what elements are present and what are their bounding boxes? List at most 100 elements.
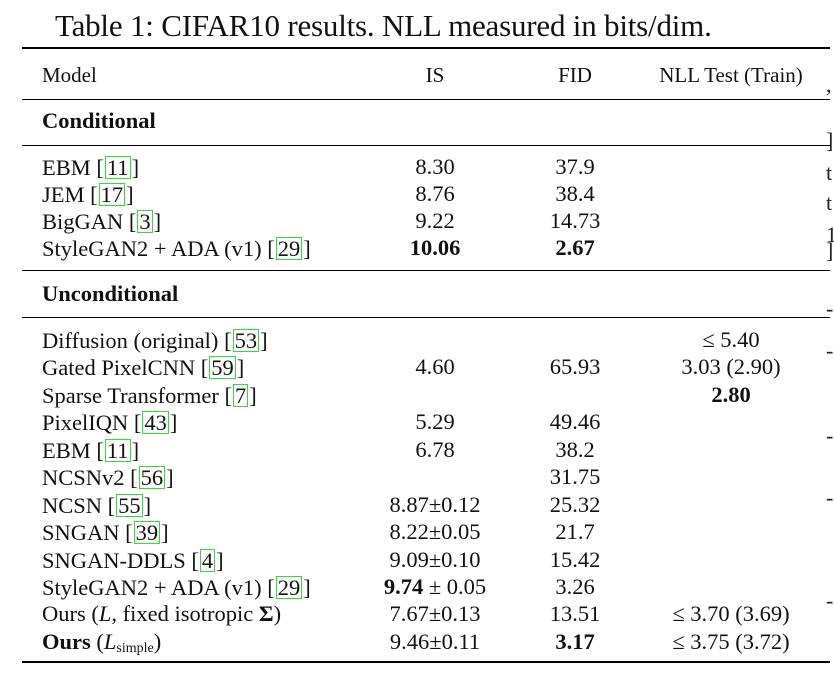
citation-link[interactable]: 4 [199,548,216,573]
is-value-best: 9.74 [383,574,424,599]
row-model-name: StyleGAN2 + ADA (v1) [29] [42,575,311,600]
citation-link[interactable]: 43 [142,410,169,435]
model-label: NCSNv2 [42,465,125,490]
col-header-is: IS [425,63,445,87]
citation-link[interactable]: 56 [138,465,166,490]
name-part: , fixed isotropic [111,601,259,626]
model-label: Sparse Transformer [42,383,219,408]
is-value-best: 10.06 [409,235,461,260]
is-value: 9.74 ± 0.05 [383,574,487,599]
fid-value: 49.46 [549,409,601,434]
name-part: ( [90,629,104,654]
row-model-name: NCSN [55] [42,493,152,518]
row-model-name: JEM [17] [42,182,134,207]
is-value: 8.76 [415,181,455,206]
nll-value: 3.03 (2.90) [681,354,781,379]
is-value: 9.46±0.11 [389,629,481,654]
fid-value: 38.2 [555,437,595,462]
is-value: 8.22±0.05 [389,519,481,544]
top-rule [22,47,830,49]
model-label: Gated PixelCNN [42,355,196,380]
fid-value: 21.7 [555,519,595,544]
is-value: 6.78 [415,437,455,462]
model-label: SNGAN [42,520,120,545]
row-model-name: EBM [11] [42,438,140,463]
row-model-name: PixelIQN [43] [42,410,178,435]
is-value-std: ± 0.05 [423,574,487,599]
model-label: EBM [42,438,91,463]
nll-value: ≤ 5.40 [702,327,760,352]
unconditional-rule [22,317,830,318]
fid-value: 3.26 [555,574,595,599]
is-value: 5.29 [415,409,455,434]
fid-value: 14.73 [549,208,601,233]
edge-glyph: ] [826,238,834,263]
edge-glyph: , [826,72,832,97]
fid-value: 15.42 [549,547,601,572]
model-label: Diffusion (original) [42,328,219,353]
citation-link[interactable]: 3 [137,209,153,234]
col-header-model: Model [42,63,97,87]
row-model-name: Gated PixelCNN [59] [42,355,245,380]
nll-value: ≤ 3.75 (3.72) [672,629,790,654]
model-label: PixelIQN [42,410,129,435]
nll-value-best: 2.80 [711,382,751,407]
edge-glyph: t [826,160,833,185]
model-label: StyleGAN2 + ADA (v1) [42,575,262,600]
model-label: NCSN [42,493,103,518]
loss-symbol: L [98,601,112,626]
is-value: 7.67±0.13 [389,601,481,626]
is-value: 8.30 [415,154,455,179]
edge-glyph: t [826,190,833,215]
row-model-name: BigGAN [3] [42,209,162,234]
model-label: JEM [42,182,85,207]
fid-value-best: 3.17 [555,629,595,654]
is-value: 4.60 [415,354,455,379]
citation-link[interactable]: 29 [275,236,303,261]
fid-value-best: 2.67 [555,235,595,260]
model-label: BigGAN [42,209,124,234]
col-header-fid: FID [558,63,592,87]
edge-glyph: - [826,296,834,321]
col-header-nll: NLL Test (Train) [659,63,803,87]
model-label: EBM [42,155,91,180]
name-part: ) [273,601,282,626]
row-model-name: StyleGAN2 + ADA (v1) [29] [42,236,311,261]
loss-symbol: L [103,629,117,654]
edge-glyph: 1 [826,222,834,247]
row-model-name: Diffusion (original) [53] [42,328,268,353]
row-model-name: SNGAN-DDLS [4] [42,548,224,573]
fid-value: 37.9 [555,154,595,179]
edge-glyph: - [826,588,834,613]
citation-link[interactable]: 39 [133,520,161,545]
citation-link[interactable]: 59 [209,355,236,380]
fid-value: 38.4 [555,181,595,206]
row-model-name: SNGAN [39] [42,520,169,545]
header-rule [22,99,830,100]
name-part: Ours [42,629,91,654]
citation-link[interactable]: 7 [232,383,249,408]
citation-link[interactable]: 11 [104,438,131,463]
citation-link[interactable]: 55 [116,493,143,518]
model-label: StyleGAN2 + ADA (v1) [42,236,262,261]
section-unconditional: Unconditional [42,281,179,306]
sigma-symbol: Σ [258,601,274,626]
fid-value: 25.32 [549,492,601,517]
section-conditional: Conditional [42,108,156,133]
fid-value: 65.93 [549,354,601,379]
edge-glyph: - [826,485,834,510]
citation-link[interactable]: 11 [104,155,131,180]
citation-link[interactable]: 17 [98,182,126,207]
row-model-name: NCSNv2 [56] [42,465,174,490]
table-caption: Table 1: CIFAR10 results. NLL measured i… [55,8,712,43]
row-model-name: Sparse Transformer [7] [42,383,257,408]
edge-glyph: ] [826,128,834,153]
citation-link[interactable]: 53 [232,328,260,353]
citation-link[interactable]: 29 [275,575,303,600]
fid-value: 31.75 [549,464,601,489]
row-model-name: EBM [11] [42,155,140,180]
is-value: 9.22 [415,208,455,233]
row-model-name: Ours (Lsimple) [42,629,161,656]
model-label: SNGAN-DDLS [42,548,186,573]
nll-value: ≤ 3.70 (3.69) [672,601,790,626]
